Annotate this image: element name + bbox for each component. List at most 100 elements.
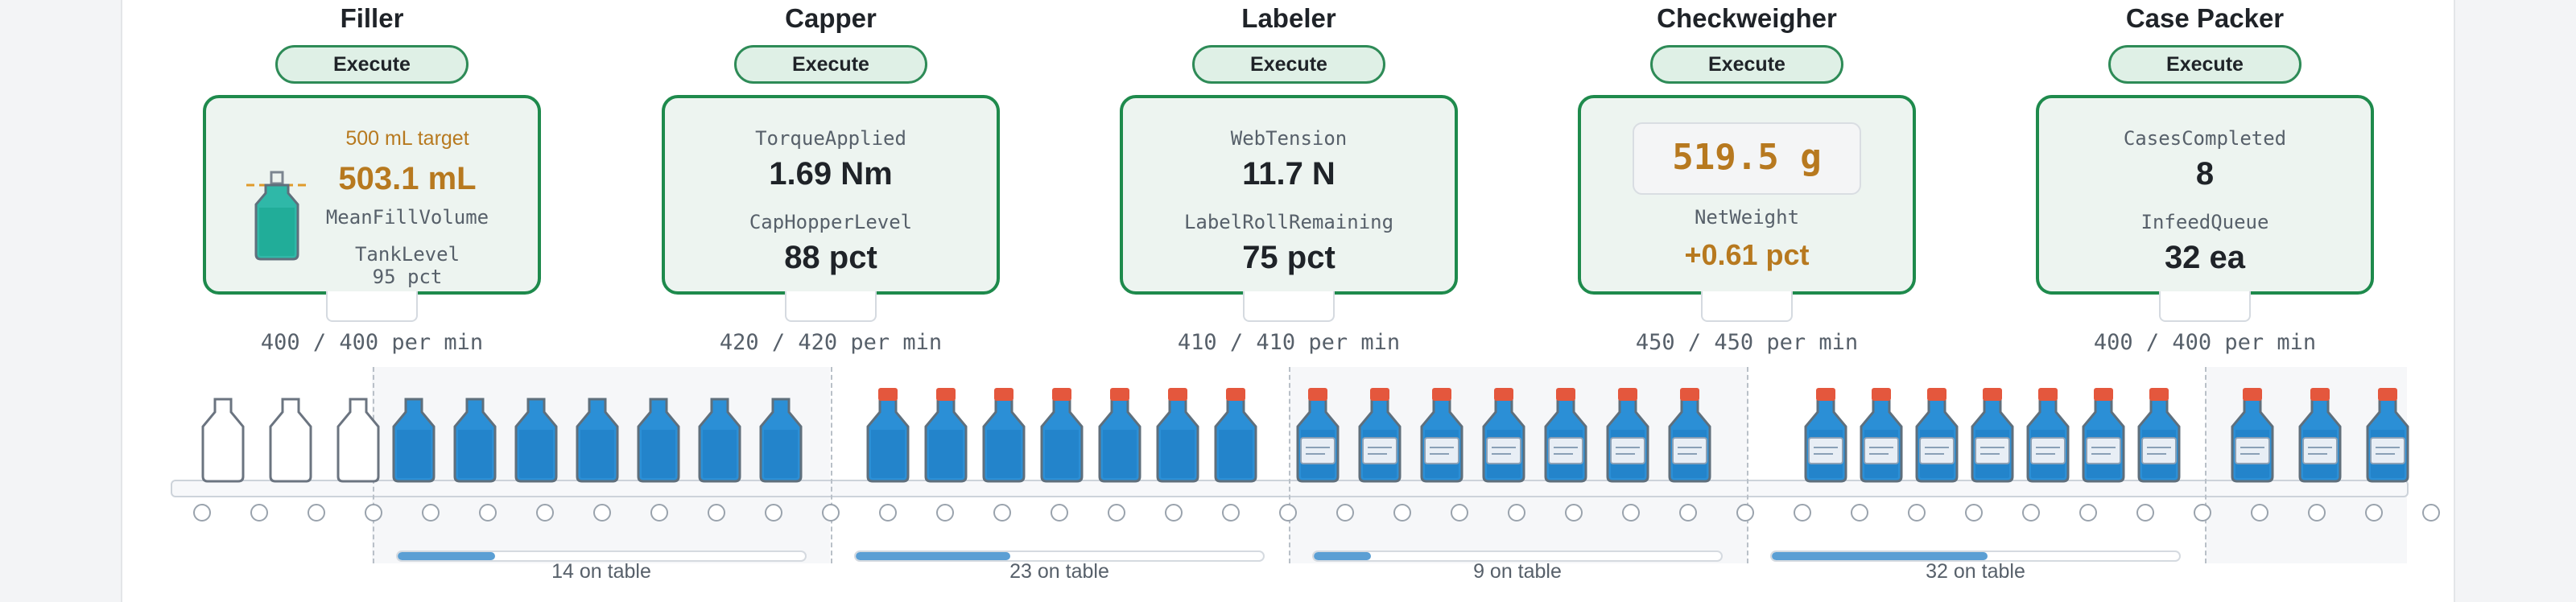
conveyor-roller xyxy=(1851,504,1868,522)
bottle-icon xyxy=(1668,388,1711,483)
zone-divider xyxy=(1747,367,1748,563)
bottle-icon xyxy=(759,398,803,483)
conveyor-roller xyxy=(879,504,897,522)
execute-button-checkweigher[interactable]: Execute xyxy=(1650,45,1843,84)
conveyor-roller xyxy=(2136,504,2154,522)
metric-card-case-packer: CasesCompleted 8 InfeedQueue 32 ea xyxy=(2036,95,2374,295)
conveyor-roller xyxy=(1679,504,1697,522)
station-tab[interactable] xyxy=(1701,291,1793,322)
zone-divider xyxy=(831,367,832,563)
bottle-icon xyxy=(1040,388,1084,483)
queue-progress xyxy=(854,550,1265,562)
station-tab[interactable] xyxy=(785,291,877,322)
conveyor-roller xyxy=(2079,504,2097,522)
station-tab[interactable] xyxy=(1243,291,1335,322)
execute-button-case-packer[interactable]: Execute xyxy=(2108,45,2301,84)
execute-button-capper[interactable]: Execute xyxy=(734,45,927,84)
web-tension-value: 11.7 N xyxy=(1242,156,1335,192)
conveyor-roller xyxy=(1165,504,1183,522)
conveyor-roller xyxy=(1451,504,1468,522)
cap-hopper-level-value: 88 pct xyxy=(784,240,877,275)
net-weight-reading: 519.5 g xyxy=(1672,137,1822,178)
conveyor-roller xyxy=(2194,504,2211,522)
bottle-icon xyxy=(1606,388,1649,483)
bottle-icon xyxy=(1915,388,1959,483)
conveyor-roller xyxy=(479,504,497,522)
label-roll-remaining-label: LabelRollRemaining xyxy=(1183,211,1394,233)
queue-count: 32 on table xyxy=(1926,560,2025,583)
metric-card-labeler: WebTension 11.7 N LabelRollRemaining 75 … xyxy=(1120,95,1458,295)
tank-level-label: TankLevel xyxy=(354,243,460,266)
conveyor-roller xyxy=(650,504,668,522)
conveyor-roller xyxy=(1393,504,1411,522)
queue-progress xyxy=(1312,550,1723,562)
conveyor-roller xyxy=(2251,504,2268,522)
bottle-icon xyxy=(1482,388,1525,483)
conveyor-roller xyxy=(2365,504,2383,522)
tank-level-value: 95 pct xyxy=(372,266,443,288)
station-title: Capper xyxy=(785,3,877,33)
torque-applied-value: 1.69 Nm xyxy=(769,156,893,192)
bottle-icon xyxy=(1098,388,1141,483)
conveyor-roller xyxy=(422,504,440,522)
bottle-icon xyxy=(1860,388,1903,483)
metric-card-filler: 500 mL target 503.1 mL MeanFillVolume Ta… xyxy=(203,95,541,295)
execute-button-labeler[interactable]: Execute xyxy=(1192,45,1385,84)
conveyor-roller xyxy=(822,504,840,522)
bottle-icon xyxy=(1296,388,1340,483)
conveyor-roller xyxy=(365,504,382,522)
empty-bottle-icon xyxy=(336,398,380,483)
station-title: Filler xyxy=(340,3,404,33)
bottle-icon xyxy=(1544,388,1587,483)
conveyor-roller xyxy=(1508,504,1525,522)
conveyor-roller xyxy=(250,504,268,522)
conveyor-roller xyxy=(593,504,611,522)
cases-completed-label: CasesCompleted xyxy=(2123,127,2287,150)
throughput-rate: 420 / 420 per min xyxy=(719,330,943,355)
bottle-icon xyxy=(1420,388,1463,483)
execute-button-filler[interactable]: Execute xyxy=(275,45,469,84)
conveyor-roller xyxy=(765,504,782,522)
conveyor: 14 on table 23 on table 9 on table 32 on… xyxy=(122,367,2457,602)
conveyor-roller xyxy=(308,504,325,522)
station-title: Case Packer xyxy=(2125,3,2285,33)
mean-fill-volume-value: 503.1 mL xyxy=(338,161,477,196)
conveyor-roller xyxy=(2022,504,2040,522)
metric-card-checkweigher: 519.5 g NetWeight +0.61 pct xyxy=(1578,95,1916,295)
bottle-icon xyxy=(2366,388,2409,483)
conveyor-roller xyxy=(1565,504,1583,522)
queue-progress xyxy=(1770,550,2181,562)
conveyor-roller xyxy=(993,504,1011,522)
station-tab[interactable] xyxy=(326,291,418,322)
bottle-icon xyxy=(2082,388,2125,483)
bottle-icon xyxy=(637,398,680,483)
scale-display xyxy=(1633,122,1861,195)
conveyor-roller xyxy=(1622,504,1640,522)
conveyor-roller xyxy=(1965,504,1983,522)
bottle-icon xyxy=(866,388,910,483)
conveyor-roller xyxy=(2308,504,2326,522)
net-weight-label: NetWeight xyxy=(1694,206,1800,229)
cap-hopper-level-label: CapHopperLevel xyxy=(749,211,913,233)
conveyor-roller xyxy=(536,504,554,522)
bottle-icon xyxy=(1971,388,2014,483)
throughput-rate: 450 / 450 per min xyxy=(1635,330,1859,355)
bottle-icon xyxy=(698,398,741,483)
bottle-icon xyxy=(576,398,619,483)
mean-fill-volume-label: MeanFillVolume xyxy=(325,206,489,229)
conveyor-roller xyxy=(1279,504,1297,522)
conveyor-roller xyxy=(1051,504,1068,522)
bottle-icon xyxy=(1214,388,1257,483)
torque-applied-label: TorqueApplied xyxy=(755,127,906,150)
bottle-icon xyxy=(1804,388,1847,483)
label-roll-remaining-value: 75 pct xyxy=(1242,240,1335,275)
conveyor-roller xyxy=(2422,504,2440,522)
conveyor-roller xyxy=(1336,504,1354,522)
bottle-icon xyxy=(514,398,558,483)
throughput-rate: 400 / 400 per min xyxy=(2093,330,2317,355)
bottle-icon xyxy=(1156,388,1199,483)
queue-count: 23 on table xyxy=(1009,560,1109,583)
conveyor-roller xyxy=(936,504,954,522)
station-tab[interactable] xyxy=(2159,291,2251,322)
cases-completed-value: 8 xyxy=(2195,156,2215,192)
